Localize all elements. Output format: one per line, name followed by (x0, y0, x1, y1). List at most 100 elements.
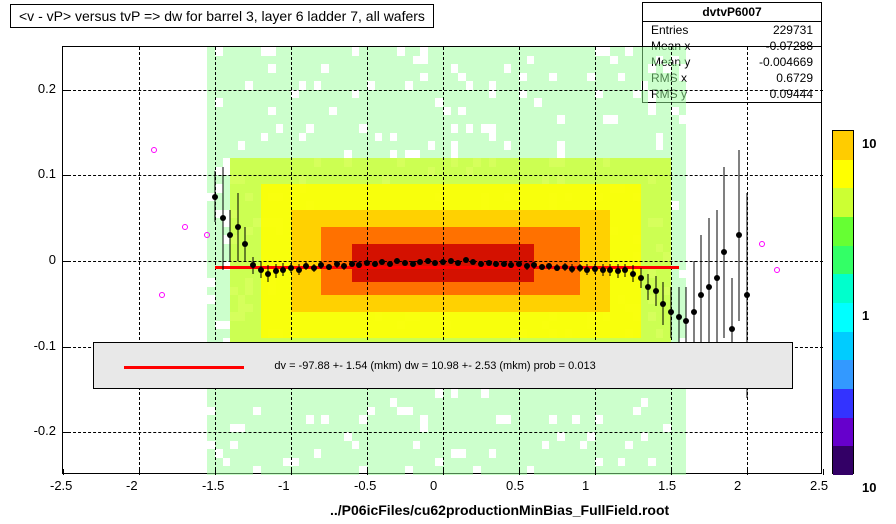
heatmap-cell (565, 47, 573, 56)
heatmap-cell (534, 398, 542, 407)
heatmap-cell (473, 81, 481, 90)
heatmap-cell (496, 407, 504, 416)
heatmap-cell (458, 141, 466, 150)
heatmap-cell (458, 424, 466, 433)
heatmap-cell (359, 432, 367, 441)
heatmap-cell (405, 133, 413, 142)
heatmap-cell (238, 150, 246, 159)
heatmap-cell (519, 81, 527, 90)
heatmap-cell (413, 449, 421, 458)
heatmap-cell (671, 424, 679, 433)
heatmap-cell (253, 415, 261, 424)
heatmap-cell (511, 389, 519, 398)
data-point (501, 261, 507, 267)
heatmap-cell (230, 98, 238, 107)
heatmap-cell (268, 81, 276, 90)
heatmap-cell (375, 441, 383, 450)
heatmap-cell (367, 150, 375, 159)
fit-text: dv = -97.88 +- 1.54 (mkm) dw = 10.98 +- … (274, 360, 595, 372)
heatmap-cell (618, 415, 626, 424)
heatmap-cell (542, 415, 550, 424)
heatmap-cell (253, 458, 261, 467)
heatmap-cell (223, 141, 231, 150)
heatmap-cell (238, 449, 246, 458)
heatmap-cell (458, 56, 466, 65)
heatmap-cell (603, 133, 611, 142)
heatmap-cell (679, 449, 687, 458)
heatmap-cell (511, 81, 519, 90)
data-point (691, 309, 697, 315)
heatmap-cell (268, 398, 276, 407)
heatmap-cell (610, 415, 618, 424)
heatmap-cell (352, 458, 360, 467)
heatmap-cell (314, 107, 322, 116)
heatmap-cell (329, 141, 337, 150)
heatmap-cell (382, 424, 390, 433)
heatmap-cell (337, 415, 345, 424)
heatmap-cell (595, 432, 603, 441)
heatmap-cell (671, 398, 679, 407)
heatmap-cell (565, 441, 573, 450)
heatmap-cell (633, 458, 641, 467)
heatmap-cell (466, 90, 474, 99)
colorbar-segment (833, 188, 853, 217)
heatmap-cell (671, 407, 679, 416)
heatmap-cell (207, 389, 215, 398)
heatmap-cell (641, 107, 649, 116)
heatmap-cell (656, 107, 664, 116)
heatmap-cell (261, 115, 269, 124)
heatmap-cell (519, 150, 527, 159)
heatmap-cell (595, 124, 603, 133)
heatmap-cell (390, 415, 398, 424)
heatmap-cell (397, 124, 405, 133)
heatmap-cell (390, 81, 398, 90)
heatmap-cell (610, 81, 618, 90)
y-tick (63, 432, 69, 433)
heatmap-cell (648, 115, 656, 124)
heatmap-cell (413, 47, 421, 56)
heatmap-cell (595, 466, 603, 475)
heatmap-cell (375, 73, 383, 82)
data-point (349, 261, 355, 267)
heatmap-cell (648, 141, 656, 150)
heatmap-cell (618, 124, 626, 133)
heatmap-cell (443, 466, 451, 475)
heatmap-cell (230, 56, 238, 65)
heatmap-cell (656, 407, 664, 416)
heatmap-cell (671, 90, 679, 99)
heatmap-cell (458, 415, 466, 424)
heatmap-cell (633, 466, 641, 475)
heatmap-cell (405, 90, 413, 99)
heatmap-cell (572, 441, 580, 450)
heatmap-cell (329, 56, 337, 65)
heatmap-cell (557, 466, 565, 475)
heatmap-cell (473, 415, 481, 424)
heatmap-cell (580, 98, 588, 107)
heatmap-cell (276, 141, 284, 150)
heatmap-cell (565, 64, 573, 73)
heatmap-cell (314, 458, 322, 467)
title-text: <v - vP> versus tvP => dw for barrel 3, … (19, 8, 425, 24)
heatmap-cell (321, 98, 329, 107)
x-tick (823, 469, 824, 475)
heatmap-cell (215, 415, 223, 424)
heatmap-cell (618, 449, 626, 458)
heatmap-cell (359, 73, 367, 82)
heatmap-cell (580, 107, 588, 116)
heatmap-cell (306, 64, 314, 73)
heatmap-cell (656, 47, 664, 56)
heatmap-cell (603, 398, 611, 407)
heatmap-cell (223, 432, 231, 441)
heatmap-cell (549, 466, 557, 475)
heatmap-cell (580, 64, 588, 73)
heatmap-cell (223, 193, 231, 202)
heatmap-cell (473, 133, 481, 142)
heatmap-cell (428, 56, 436, 65)
heatmap-cell (238, 133, 246, 142)
heatmap-cell (261, 81, 269, 90)
heatmap-cell (207, 261, 215, 270)
heatmap-cell (663, 107, 671, 116)
heatmap-cell (572, 389, 580, 398)
heatmap-cell (656, 90, 664, 99)
heatmap-cell (572, 90, 580, 99)
